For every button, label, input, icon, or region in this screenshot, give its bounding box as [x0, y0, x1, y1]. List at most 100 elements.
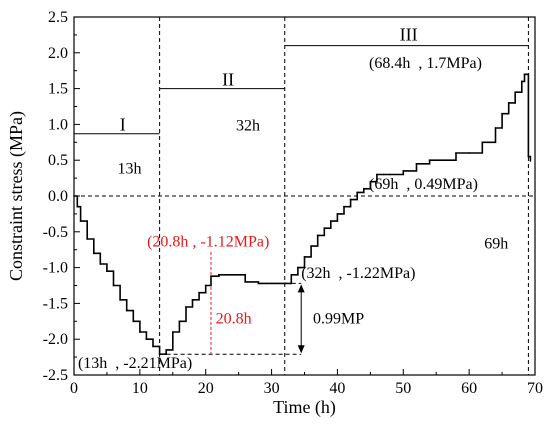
data-point — [99, 263, 102, 265]
x-tick-label: 70 — [527, 380, 543, 397]
phase-label-iii: III — [400, 25, 418, 45]
x-tick-label: 20 — [198, 380, 214, 397]
time-label-32h: 32h — [236, 117, 260, 134]
series-layer — [73, 73, 532, 356]
data-point — [303, 256, 306, 258]
time-label-69h: 69h — [484, 236, 508, 253]
y-tick-label: 2.5 — [48, 9, 68, 26]
time-label-20-8h: 20.8h — [216, 311, 252, 328]
stress-series-line — [74, 73, 532, 355]
y-tick-label: 1.0 — [48, 116, 68, 133]
data-point — [343, 205, 345, 208]
annotation-red-point: (20.8h , -1.12MPa) — [147, 233, 269, 250]
y-tick-label: 1.5 — [48, 81, 68, 98]
data-point — [198, 291, 200, 294]
data-point — [244, 281, 247, 283]
data-point — [323, 227, 326, 230]
data-point — [376, 173, 378, 176]
data-point — [204, 284, 207, 287]
data-point — [218, 273, 220, 276]
data-point — [132, 320, 135, 323]
data-point — [231, 273, 233, 276]
data-point — [428, 159, 431, 161]
data-point — [283, 282, 286, 285]
data-point — [112, 284, 115, 287]
data-point — [442, 159, 444, 161]
data-point — [336, 213, 339, 215]
x-tick-label: 50 — [395, 380, 411, 397]
data-point — [389, 173, 391, 176]
data-point — [185, 306, 187, 308]
data-point — [106, 270, 108, 272]
data-point — [349, 198, 352, 201]
phase-lines — [74, 45, 529, 135]
annotation-69h-point: (69h , 0.49MPa) — [369, 176, 478, 193]
data-point — [501, 112, 503, 115]
data-point — [525, 73, 528, 76]
annotation-32h-point: (32h , -1.22MPa) — [301, 265, 415, 282]
x-tick-label: 40 — [329, 380, 345, 397]
data-point — [290, 273, 293, 276]
x-tick-label: 60 — [461, 380, 477, 397]
data-point — [224, 273, 227, 276]
data-point — [76, 205, 79, 208]
data-point — [139, 331, 141, 333]
data-point — [529, 160, 532, 162]
data-point — [382, 173, 385, 176]
data-point — [527, 155, 530, 158]
annotation-peak-point: (68.4h , 1.7MPa) — [369, 55, 482, 72]
y-tick-label: 0.0 — [48, 188, 68, 205]
phase-label-i: I — [120, 115, 126, 135]
data-point — [79, 220, 82, 222]
x-tick-label: 10 — [132, 380, 148, 397]
data-point — [523, 73, 526, 76]
x-tick-label: 30 — [264, 380, 280, 397]
data-point — [310, 245, 312, 247]
y-tick-label: -2.0 — [43, 331, 68, 348]
data-point — [316, 234, 319, 237]
y-tick-label: -1.5 — [43, 295, 68, 312]
data-point — [494, 127, 497, 129]
data-point — [481, 141, 484, 144]
data-point — [330, 220, 332, 222]
data-point — [152, 345, 154, 348]
data-point — [362, 188, 365, 190]
data-point — [125, 309, 128, 312]
data-point — [468, 152, 470, 154]
x-axis-title: Time (h) — [273, 397, 336, 418]
data-point — [145, 338, 148, 341]
data-point — [402, 170, 405, 172]
arrow-head-up — [297, 284, 305, 293]
y-axis-title: Constraint stress (MPa) — [6, 111, 27, 281]
data-point — [521, 80, 523, 83]
data-point — [297, 266, 299, 269]
data-point — [158, 353, 161, 356]
data-point — [356, 191, 358, 194]
arrow-head-down — [297, 345, 305, 354]
y-tick-label: -0.5 — [43, 224, 68, 241]
data-point — [191, 299, 194, 301]
data-point — [507, 102, 510, 104]
data-point — [92, 252, 95, 255]
data-point — [514, 91, 517, 93]
data-point — [237, 273, 240, 276]
data-point — [270, 282, 273, 285]
y-tick-label: 0.5 — [48, 152, 68, 169]
time-label-13h: 13h — [117, 160, 141, 177]
x-tick-label: 0 — [70, 380, 78, 397]
axis-ticks: -2.5 -2.0 -1.5 -1.0 -0.5 0.0 0.5 1.0 1.5 2.0 2.5 0 1… — [43, 9, 543, 397]
annotation-difference: 0.99MP — [313, 311, 364, 328]
data-point — [119, 299, 121, 301]
data-point — [455, 152, 457, 154]
y-tick-label: -1.0 — [43, 260, 68, 277]
data-point — [369, 180, 372, 183]
data-point — [86, 238, 88, 240]
data-point — [171, 331, 174, 333]
data-point — [257, 282, 260, 285]
data-point — [210, 275, 212, 277]
phase-label-ii: II — [222, 70, 234, 90]
data-point — [178, 320, 181, 323]
y-tick-label: 2.0 — [48, 45, 68, 62]
data-point — [415, 162, 418, 165]
annotation-min-point: (13h , -2.21MPa) — [78, 355, 192, 372]
